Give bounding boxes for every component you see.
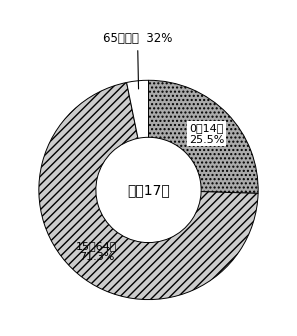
Text: 65才以上  32%: 65才以上 32% bbox=[103, 32, 172, 89]
Text: 平成17年: 平成17年 bbox=[127, 183, 170, 197]
Text: 0～14才
25.5%: 0～14才 25.5% bbox=[189, 123, 224, 144]
Wedge shape bbox=[148, 80, 258, 194]
Wedge shape bbox=[39, 82, 258, 300]
Text: 15～64才
71.3%: 15～64才 71.3% bbox=[76, 241, 117, 262]
Wedge shape bbox=[127, 80, 148, 138]
